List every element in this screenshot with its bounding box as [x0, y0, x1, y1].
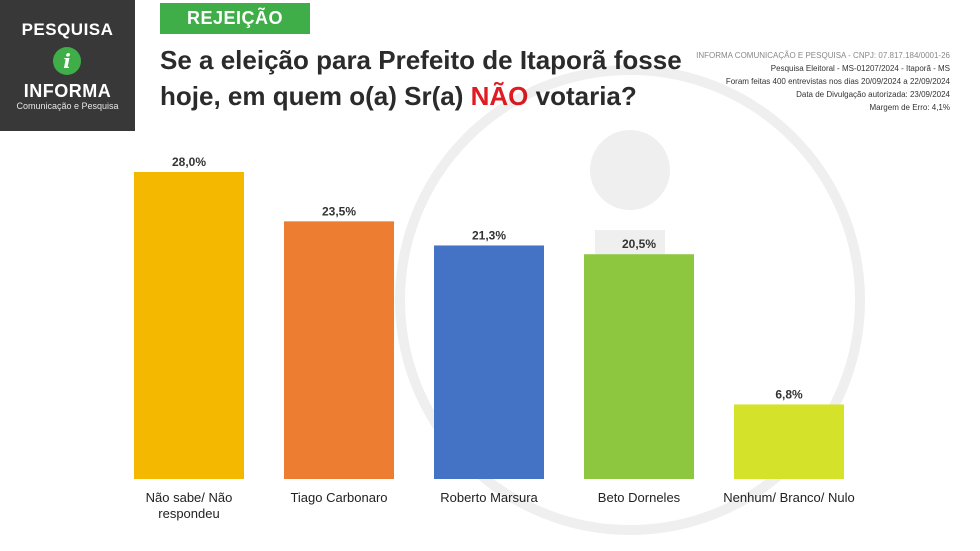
title-line-1: Se a eleição para Prefeito de Itaporã fo…: [160, 45, 682, 75]
data-label: 21,3%: [472, 228, 506, 242]
meta-line: INFORMA COMUNICAÇÃO E PESQUISA - CNPJ: 0…: [696, 51, 950, 60]
title-emphasis: NÃO: [470, 81, 529, 111]
category-label: Beto Dorneles: [597, 490, 681, 505]
bar: [284, 221, 394, 479]
bar: [734, 404, 844, 479]
data-label: 28,0%: [172, 155, 206, 169]
meta-line: Pesquisa Eleitoral - MS-01207/2024 - Ita…: [770, 64, 950, 73]
title-line-2: hoje, em quem o(a) Sr(a): [160, 81, 471, 111]
logo-informa-text: INFORMA: [23, 81, 112, 101]
logo-pesquisa-text: PESQUISA: [21, 20, 114, 39]
data-label: 6,8%: [775, 387, 803, 401]
data-label: 20,5%: [622, 237, 656, 251]
meta-line: Foram feitas 400 entrevistas nos dias 20…: [725, 77, 950, 86]
logo-subtitle: Comunicação e Pesquisa: [16, 101, 119, 111]
info-icon: i: [53, 47, 81, 75]
chart-title: Se a eleição para Prefeito de Itaporã fo…: [160, 42, 720, 114]
survey-metadata: INFORMA COMUNICAÇÃO E PESQUISA - CNPJ: 0…: [650, 49, 950, 114]
category-label: Não sabe/ Não respondeu: [145, 490, 233, 521]
bar: [584, 254, 694, 479]
category-label: Nenhum/ Branco/ Nulo: [723, 490, 855, 505]
data-label: 23,5%: [322, 204, 356, 218]
bar: [434, 245, 544, 479]
bar: [134, 172, 244, 479]
brand-logo: PESQUISA i INFORMA Comunicação e Pesquis…: [0, 0, 135, 131]
category-tag: REJEIÇÃO: [160, 3, 310, 34]
category-label: Roberto Marsura: [440, 490, 538, 505]
title-line-2-end: votaria?: [528, 81, 637, 111]
meta-line: Data de Divulgação autorizada: 23/09/202…: [796, 90, 950, 99]
meta-line: Margem de Erro: 4,1%: [869, 103, 950, 112]
category-label: Tiago Carbonaro: [290, 490, 388, 505]
